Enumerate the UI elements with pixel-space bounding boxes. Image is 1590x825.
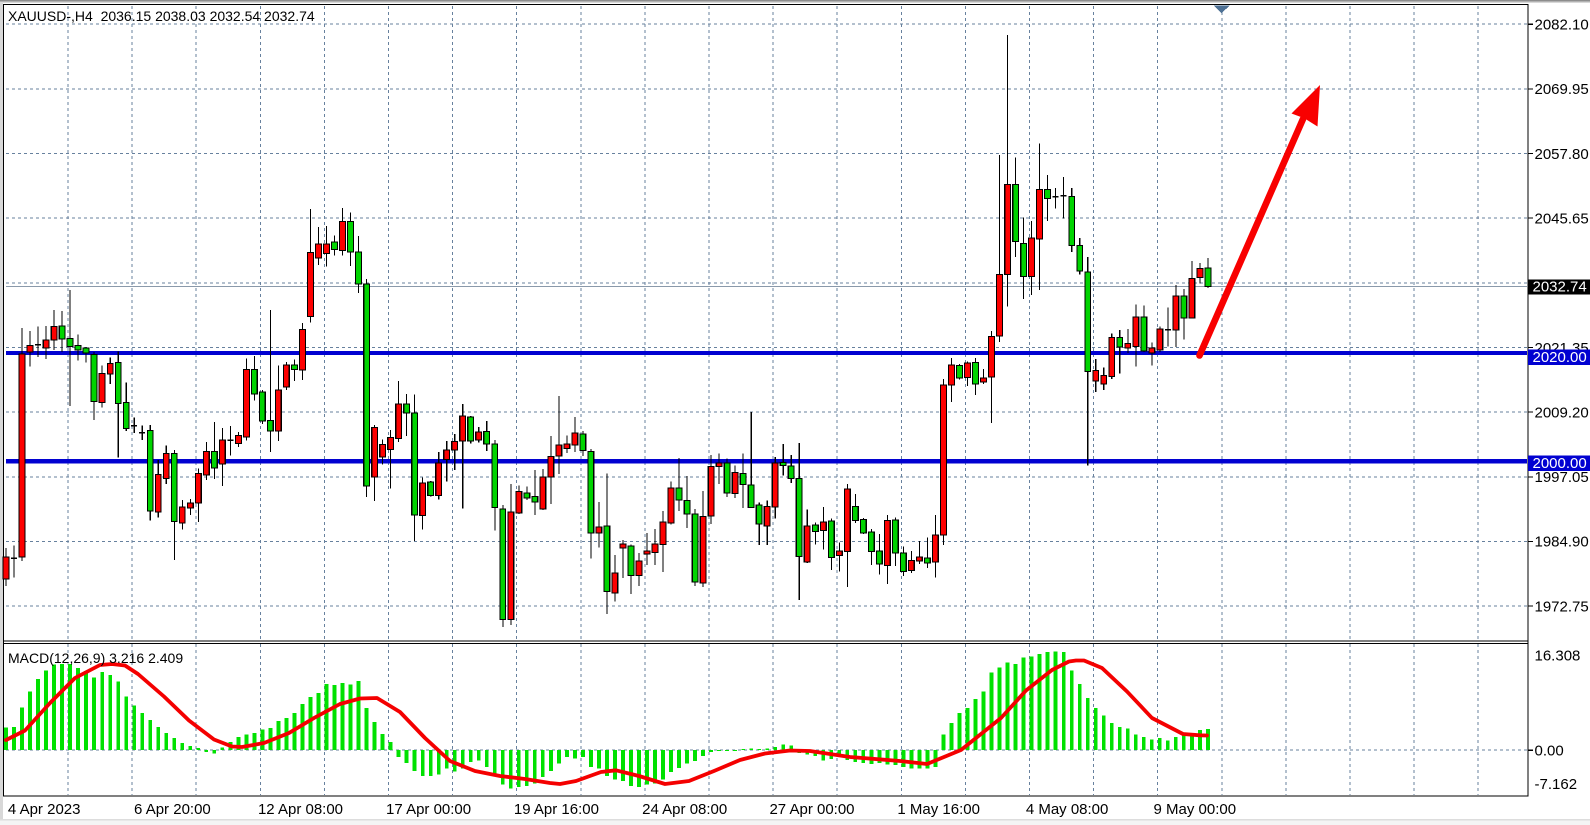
svg-text:4 May 08:00: 4 May 08:00 [1026,801,1109,818]
svg-text:XAUUSD-,H4 2036.15 2038.03 20: XAUUSD-,H4 2036.15 2038.03 2032.54 2032.… [8,8,315,24]
svg-text:2057.80: 2057.80 [1535,146,1589,163]
svg-text:1984.90: 1984.90 [1535,534,1589,551]
svg-text:0.00: 0.00 [1535,743,1564,760]
svg-text:2082.10: 2082.10 [1535,17,1589,34]
svg-text:16.308: 16.308 [1535,648,1581,665]
svg-text:1997.05: 1997.05 [1535,469,1589,486]
svg-text:12 Apr 08:00: 12 Apr 08:00 [258,801,343,818]
svg-text:6 Apr 20:00: 6 Apr 20:00 [134,801,211,818]
svg-text:2000.00: 2000.00 [1533,455,1587,472]
svg-text:19 Apr 16:00: 19 Apr 16:00 [514,801,599,818]
svg-text:1972.75: 1972.75 [1535,598,1589,615]
svg-text:2032.74: 2032.74 [1533,279,1587,296]
svg-text:2020.00: 2020.00 [1533,349,1587,366]
svg-text:2069.95: 2069.95 [1535,81,1589,98]
svg-text:2009.20: 2009.20 [1535,404,1589,421]
svg-text:-7.162: -7.162 [1535,776,1578,793]
svg-text:MACD(12,26,9) 3.216 2.409: MACD(12,26,9) 3.216 2.409 [8,650,183,666]
svg-text:1 May 16:00: 1 May 16:00 [897,801,980,818]
svg-text:27 Apr 00:00: 27 Apr 00:00 [769,801,854,818]
svg-text:9 May 00:00: 9 May 00:00 [1154,801,1237,818]
svg-text:24 Apr 08:00: 24 Apr 08:00 [642,801,727,818]
svg-text:4 Apr 2023: 4 Apr 2023 [8,801,81,818]
svg-text:2045.65: 2045.65 [1535,210,1589,227]
svg-text:17 Apr 00:00: 17 Apr 00:00 [386,801,471,818]
